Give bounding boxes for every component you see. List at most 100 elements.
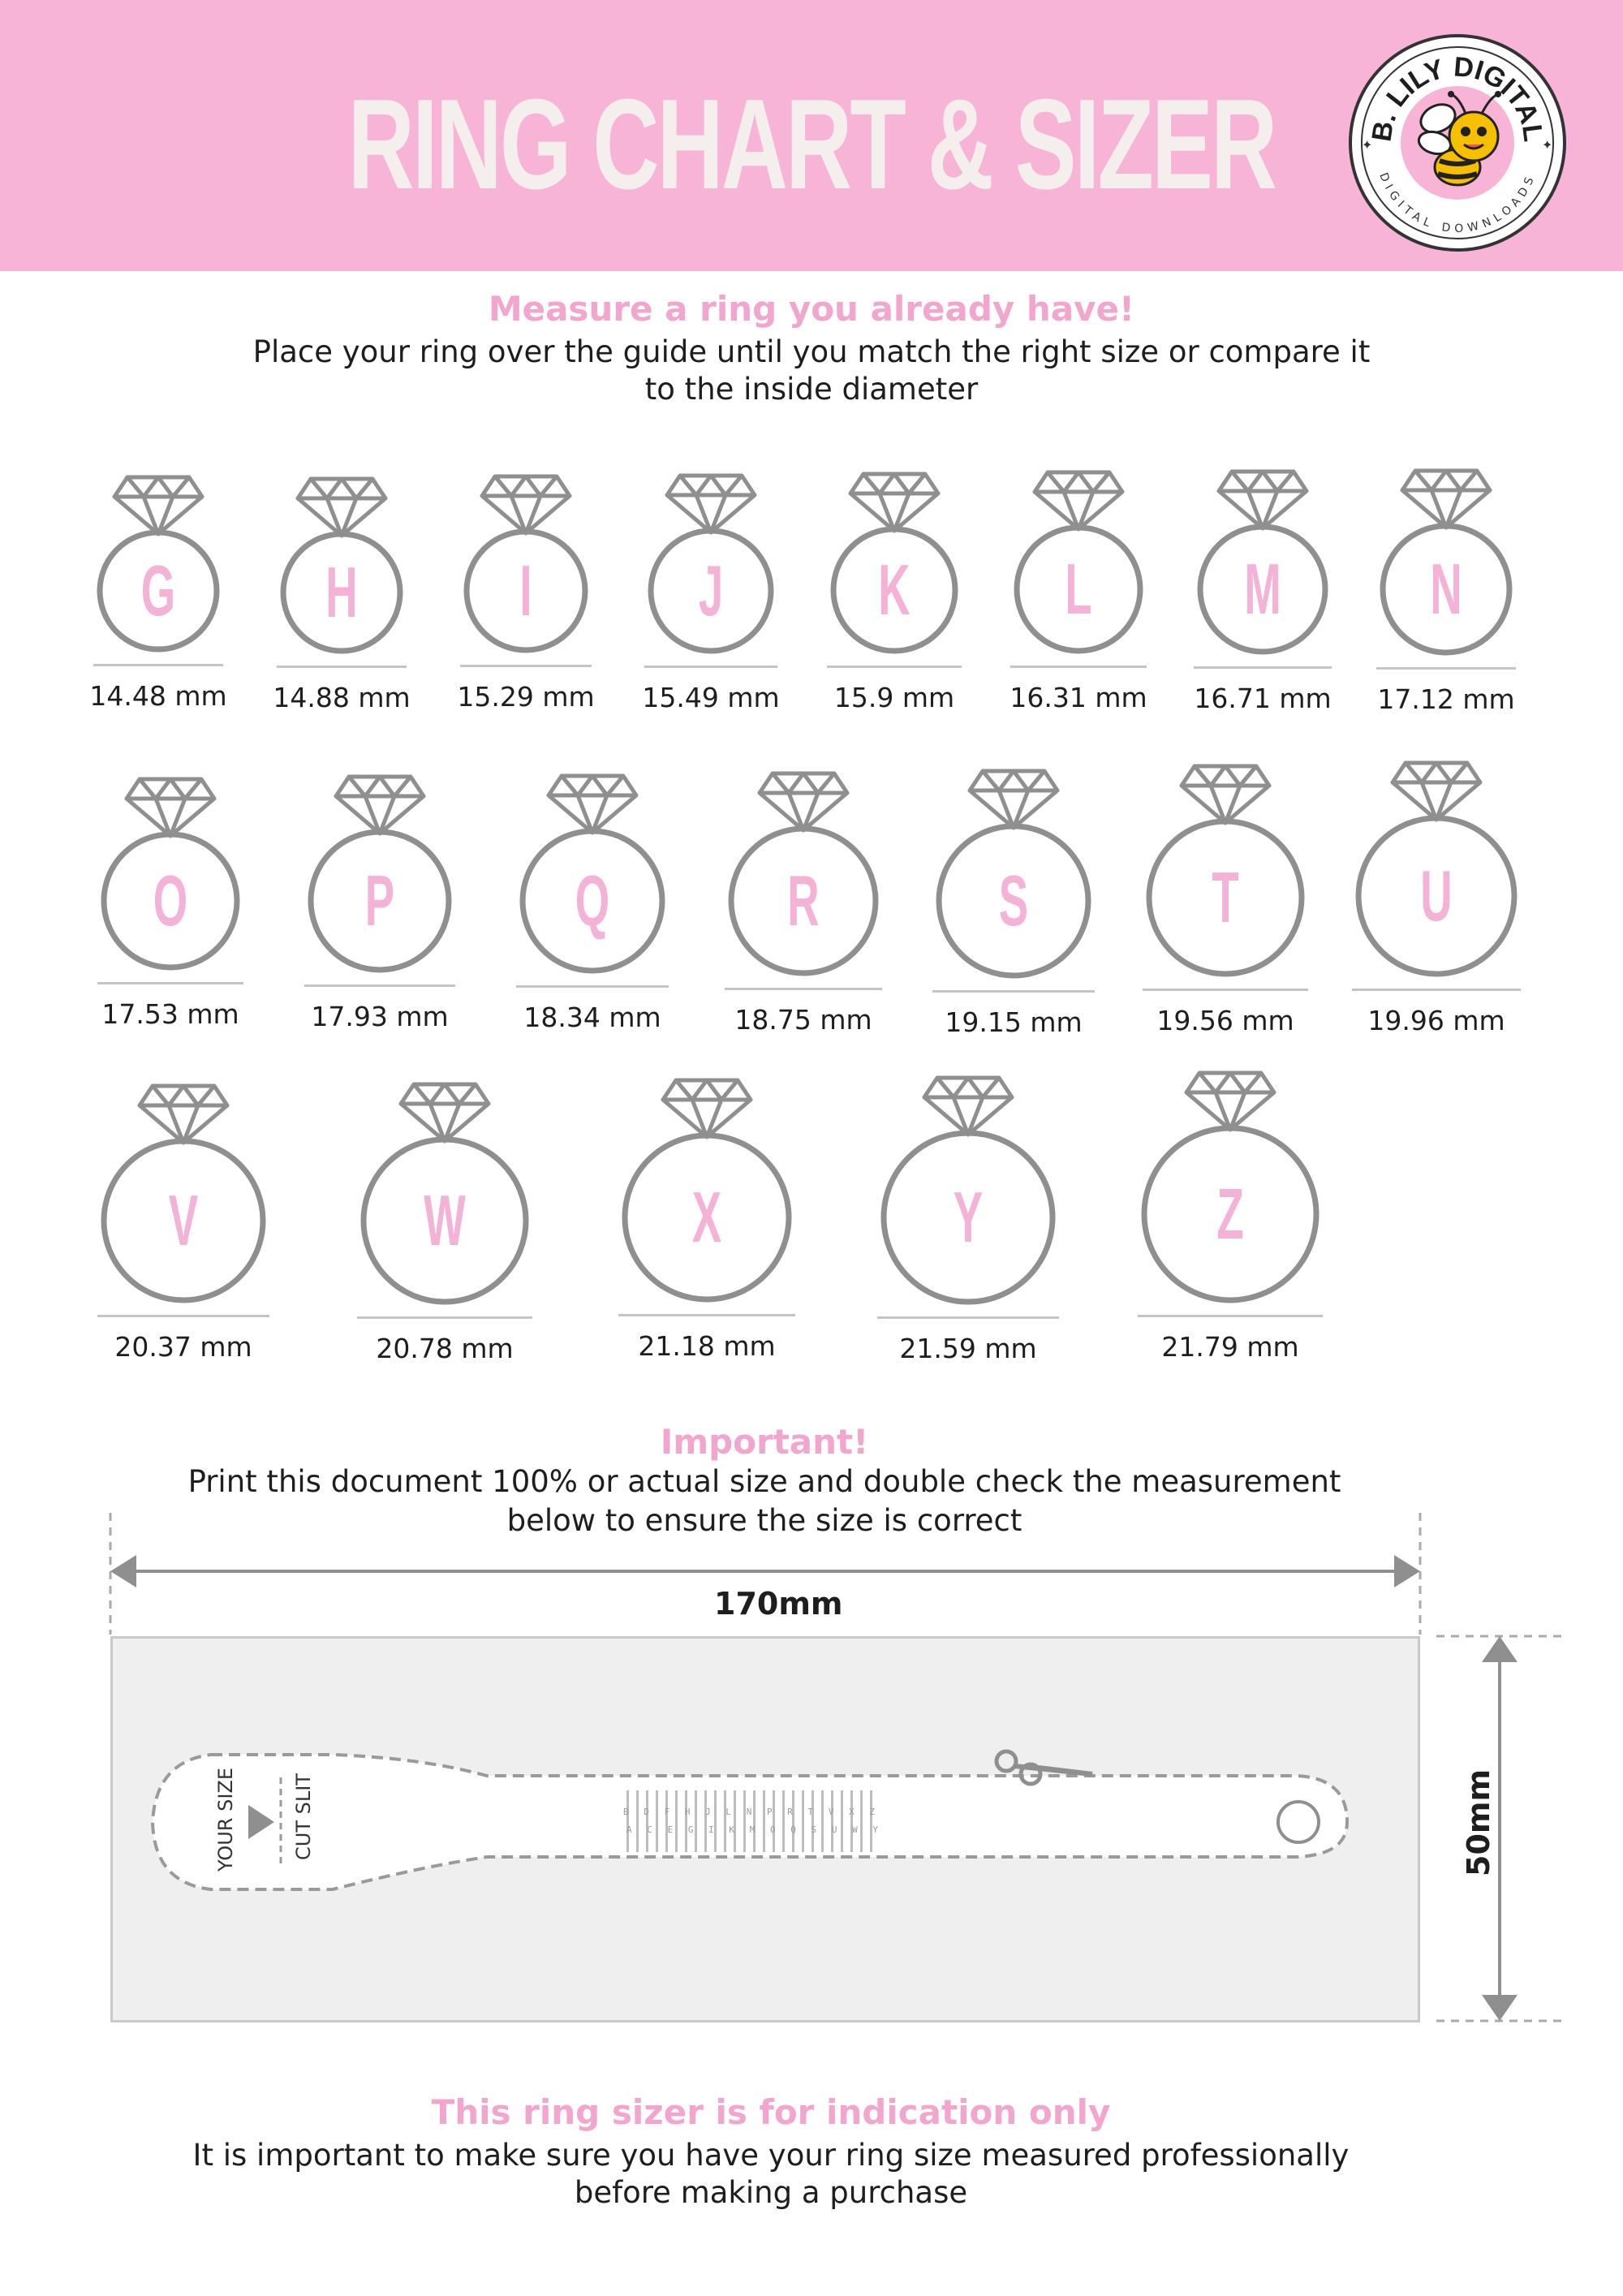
ring-size-g: G: [84, 467, 233, 653]
sizer-strip-outline: [150, 1753, 1350, 1891]
scissors-icon: [994, 1749, 1093, 1786]
page-title: RING CHART & SIZER: [347, 73, 1278, 216]
ring-icon: [1380, 468, 1513, 656]
measure-heading: Measure a ring you already have!: [488, 289, 1135, 329]
ring-diameter-label: 15.49 mm: [642, 682, 780, 713]
ring-letter: W: [424, 1180, 466, 1260]
scale-tick: [841, 1790, 843, 1852]
ring-diameter-label: 16.31 mm: [1010, 682, 1147, 713]
ring-icon: [101, 1083, 266, 1303]
scale-tick: [626, 1790, 629, 1852]
ring-size-z: Z: [1128, 1063, 1332, 1303]
ring-divider: [277, 666, 407, 668]
scale-tick: [714, 1790, 717, 1852]
ring-diameter-label: 19.15 mm: [945, 1006, 1083, 1038]
ring-size-v: V: [88, 1076, 279, 1303]
ring-diameter-label: 21.79 mm: [1161, 1331, 1299, 1363]
ring-size-i: I: [450, 467, 601, 653]
ring-divider: [97, 982, 243, 984]
ring-diameter-label: 20.37 mm: [114, 1331, 252, 1363]
scale-tick: [860, 1790, 863, 1852]
ring-size-p: P: [295, 767, 465, 973]
ring-letter: X: [691, 1177, 722, 1257]
scale-top-letters: B D F H J L N P R T V X Z: [623, 1807, 875, 1817]
ring-size-m: M: [1184, 462, 1341, 655]
ring-icon: [280, 476, 403, 654]
ring-diameter-label: 15.29 mm: [457, 681, 595, 713]
ring-letter: T: [1212, 857, 1239, 937]
width-label: 170mm: [714, 1586, 843, 1622]
ring-size-j: J: [635, 466, 787, 654]
ring-icon: [622, 1078, 792, 1303]
scale-tick: [656, 1790, 658, 1852]
your-size-label: YOUR SIZE: [214, 1768, 237, 1872]
cut-slit-label: CUT SLIT: [292, 1773, 315, 1860]
width-dimension-arrow: [110, 1555, 1420, 1587]
ring-icon: [463, 474, 588, 653]
ring-divider: [1143, 989, 1308, 991]
ring-diameter-label: 18.75 mm: [734, 1004, 872, 1036]
ring-letter: V: [168, 1180, 199, 1260]
ring-divider: [357, 1316, 532, 1319]
important-heading: Important!: [660, 1422, 869, 1462]
ring-size-n: N: [1367, 461, 1526, 656]
scale-bottom-letters: A C E G I K M O Q S U W Y: [626, 1824, 878, 1835]
ring-letter: M: [1244, 549, 1281, 629]
ring-letter: O: [153, 860, 188, 941]
ring-diameter-label: 15.9 mm: [833, 682, 955, 713]
scale-tick: [812, 1790, 814, 1852]
ring-size-w: W: [347, 1075, 542, 1305]
ring-divider: [1352, 989, 1521, 991]
ring-divider: [460, 665, 592, 667]
disclaimer-line-2: before making a purchase: [574, 2175, 968, 2210]
scale-tick: [870, 1790, 872, 1852]
ring-divider: [516, 985, 669, 988]
scale-tick: [646, 1790, 648, 1852]
ring-divider: [304, 984, 455, 987]
ring-letter: G: [140, 550, 176, 631]
ring-letter: Y: [953, 1177, 984, 1257]
ring-letter: I: [519, 550, 532, 631]
ring-divider: [1194, 666, 1332, 669]
ring-size-o: O: [88, 769, 253, 971]
ring-diameter-label: 14.48 mm: [89, 680, 227, 712]
intro-line-1: Place your ring over the guide until you…: [252, 334, 1371, 369]
ring-diameter-label: 14.88 mm: [273, 682, 411, 713]
ring-size-l: L: [1001, 463, 1156, 654]
sizer-scale-ticks: [626, 1790, 872, 1852]
scale-tick: [802, 1790, 804, 1852]
scale-tick: [792, 1790, 794, 1852]
ring-divider: [1376, 667, 1516, 670]
ring-divider: [877, 1316, 1059, 1319]
ring-divider: [1138, 1315, 1323, 1317]
ring-divider: [1010, 666, 1147, 668]
scale-tick: [782, 1790, 785, 1852]
ring-divider: [93, 664, 223, 666]
ring-divider: [932, 990, 1095, 993]
ring-size-y: Y: [867, 1068, 1069, 1305]
svg-text:✦: ✦: [1362, 137, 1372, 153]
ring-diameter-label: 17.12 mm: [1377, 683, 1515, 715]
ring-diameter-label: 18.34 mm: [523, 1002, 661, 1033]
ring-icon: [1014, 470, 1143, 654]
ring-size-t: T: [1133, 756, 1318, 977]
scale-tick: [773, 1790, 775, 1852]
ring-size-r: R: [715, 764, 892, 976]
important-line-2: below to ensure the size is correct: [506, 1503, 1022, 1538]
ring-letter: P: [364, 860, 395, 941]
ring-letter: Z: [1216, 1174, 1244, 1254]
ring-icon: [1355, 760, 1518, 977]
scale-tick: [685, 1790, 687, 1852]
ring-divider: [97, 1315, 269, 1317]
ring-divider: [827, 666, 962, 668]
ring-icon: [728, 771, 879, 976]
scale-tick: [665, 1790, 668, 1852]
ring-size-u: U: [1342, 753, 1530, 977]
ring-icon: [936, 769, 1091, 979]
ring-letter: U: [1420, 855, 1453, 936]
ring-diameter-label: 21.18 mm: [638, 1330, 776, 1362]
ring-divider: [644, 666, 777, 668]
scale-tick: [636, 1790, 639, 1852]
svg-text:✦: ✦: [1542, 137, 1552, 153]
